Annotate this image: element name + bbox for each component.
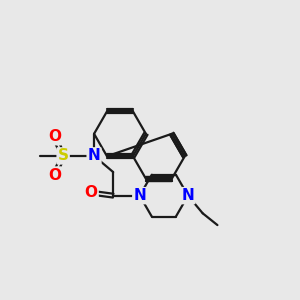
Text: O: O (48, 129, 61, 144)
Text: O: O (48, 167, 61, 182)
Text: O: O (85, 185, 98, 200)
Text: N: N (182, 188, 194, 203)
Text: S: S (58, 148, 69, 164)
Text: N: N (133, 188, 146, 203)
Text: N: N (88, 148, 100, 164)
